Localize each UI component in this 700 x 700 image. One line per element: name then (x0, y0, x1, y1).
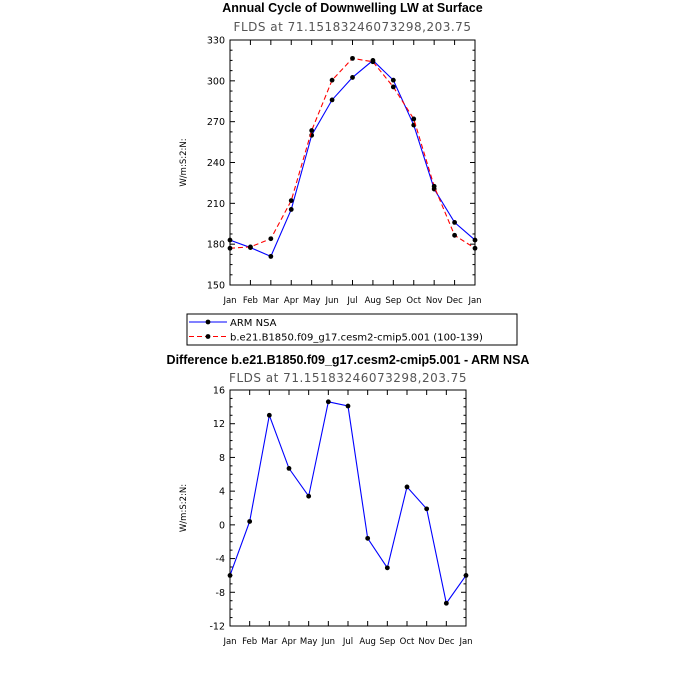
y-tick-label: 12 (213, 419, 225, 430)
series-1 (227, 399, 469, 606)
y-tick-label: 8 (219, 453, 225, 464)
x-tick-label: Jan (467, 296, 481, 306)
x-tick-label: Jun (321, 637, 335, 647)
chart-title: Difference b.e21.B1850.f09_g17.cesm2-cmi… (167, 353, 530, 367)
data-point (309, 128, 315, 133)
x-tick-label: Apr (282, 637, 297, 647)
data-point (431, 183, 437, 189)
data-point (350, 75, 355, 80)
x-tick-label: Jan (222, 637, 236, 647)
y-tick-label: -4 (216, 554, 225, 565)
series-line (229, 59, 476, 258)
plot-frame (229, 389, 467, 627)
x-tick-label: Sep (385, 296, 401, 306)
y-tick-label: 0 (219, 520, 225, 531)
y-tick-label: -8 (216, 588, 225, 599)
legend-entry: ARM NSA (230, 318, 277, 329)
series-1 (227, 58, 478, 259)
data-point (463, 573, 469, 578)
data-point (390, 77, 396, 83)
x-tick-label: May (303, 296, 321, 306)
y-tick-label: 300 (207, 76, 225, 87)
y-axis-label: W/m:S:2:N: (179, 484, 189, 532)
chart-2: Difference b.e21.B1850.f09_g17.cesm2-cmi… (167, 353, 530, 647)
chart-subtitle: FLDS at 71.15183246073298,203.75 (234, 20, 472, 34)
data-point (288, 198, 294, 204)
x-tick-label: Jun (324, 296, 338, 306)
x-tick-label: Oct (400, 637, 415, 647)
data-point (247, 519, 253, 524)
x-tick-label: Jan (222, 296, 236, 306)
data-point (268, 254, 274, 259)
data-point (452, 219, 457, 225)
y-tick-label: 330 (207, 36, 225, 47)
legend: ARM NSA b.e21.B1850.f09_g17.cesm2-cmip5.0… (186, 313, 518, 346)
data-point (472, 245, 478, 251)
legend-marker (205, 319, 211, 325)
data-point (227, 245, 233, 251)
y-tick-label: -12 (209, 622, 225, 633)
y-tick-label: 240 (207, 158, 225, 169)
data-point (404, 484, 410, 490)
series-line (229, 57, 476, 249)
data-point (370, 59, 376, 65)
x-tick-label: Aug (359, 637, 376, 647)
x-tick-label: Oct (406, 296, 421, 306)
data-point (248, 244, 253, 250)
data-point (443, 600, 449, 606)
x-tick-label: Jan (458, 637, 472, 647)
data-point (288, 207, 294, 212)
data-point (452, 232, 457, 238)
data-point (266, 412, 272, 418)
x-tick-label: Mar (263, 296, 280, 306)
data-point (424, 506, 430, 512)
data-point (286, 465, 292, 471)
x-tick-label: Feb (242, 637, 257, 647)
legend-entry: b.e21.B1850.f09_g17.cesm2-cmip5.001 (100… (230, 333, 483, 344)
chart-subtitle: FLDS at 71.15183246073298,203.75 (229, 371, 467, 385)
y-tick-label: 150 (207, 281, 225, 292)
x-tick-label: Sep (379, 637, 395, 647)
data-point (325, 399, 331, 405)
data-point (329, 77, 335, 83)
data-point (472, 237, 478, 243)
data-point (350, 55, 355, 61)
x-tick-label: Mar (261, 637, 278, 647)
x-tick-label: Nov (418, 637, 435, 647)
x-tick-label: Nov (426, 296, 443, 306)
data-point (227, 237, 233, 243)
x-tick-label: Jul (346, 296, 357, 306)
data-point (329, 97, 335, 103)
series-2 (227, 55, 478, 251)
data-point (365, 535, 371, 541)
legend-marker (205, 334, 211, 339)
data-point (390, 84, 396, 90)
y-tick-label: 16 (213, 386, 225, 397)
x-tick-label: Jul (342, 637, 353, 647)
data-point (384, 565, 390, 571)
x-tick-label: Aug (365, 296, 382, 306)
x-tick-label: May (300, 637, 318, 647)
y-tick-label: 270 (207, 117, 225, 128)
y-tick-label: 4 (219, 487, 225, 498)
data-point (411, 116, 417, 122)
series-line (229, 401, 467, 605)
x-tick-label: Dec (446, 296, 463, 306)
data-point (227, 573, 233, 578)
data-point (306, 493, 312, 499)
y-tick-label: 180 (207, 240, 225, 251)
x-tick-label: Dec (438, 637, 455, 647)
data-point (268, 236, 274, 242)
x-tick-label: Apr (284, 296, 299, 306)
legend-box (186, 313, 518, 346)
chart-title: Annual Cycle of Downwelling LW at Surfac… (222, 1, 482, 15)
y-axis-label: W/m:S:2:N: (179, 138, 189, 186)
x-tick-label: Feb (243, 296, 258, 306)
data-point (345, 403, 351, 409)
y-tick-label: 210 (207, 199, 225, 210)
chart-1: Annual Cycle of Downwelling LW at Surfac… (179, 1, 518, 346)
